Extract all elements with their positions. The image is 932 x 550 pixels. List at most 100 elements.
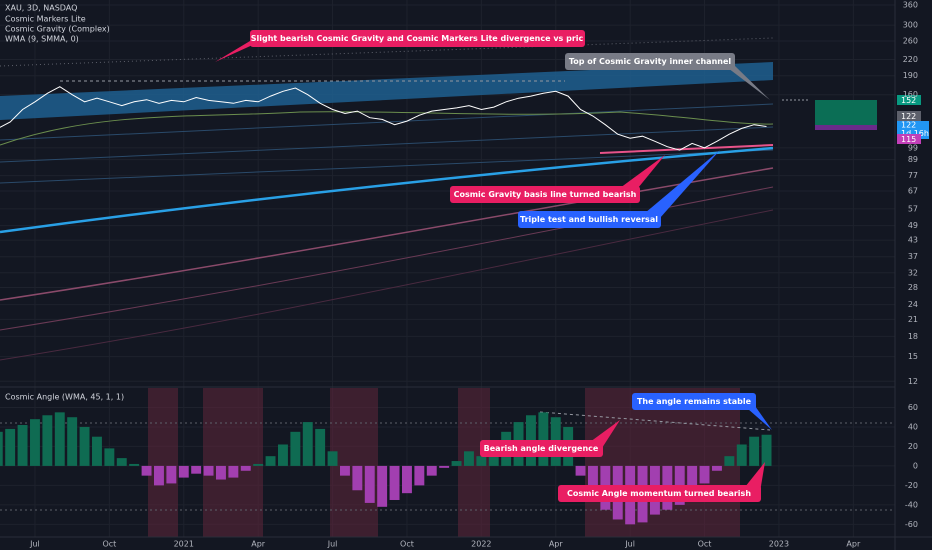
y-tick-label: 89	[908, 155, 918, 164]
angle-bar	[166, 465, 177, 484]
y-tick-label: 37	[908, 252, 918, 261]
angle-bar	[724, 456, 735, 466]
y-tick-label: 49	[908, 221, 918, 230]
angle-bar	[451, 461, 462, 466]
x-tick-label: 2023	[769, 540, 789, 549]
x-tick-label: Jul	[29, 540, 40, 549]
y-tick-label: 360	[903, 0, 918, 9]
bearish-zone	[148, 388, 178, 537]
x-tick-label: Apr	[549, 540, 564, 549]
callout	[632, 393, 756, 410]
x-tick-label: Apr	[251, 540, 266, 549]
callout	[565, 53, 735, 70]
y-tick-label: 160	[903, 90, 918, 99]
angle-bar	[104, 448, 115, 466]
angle-bar	[290, 431, 301, 466]
y-tick-label: 220	[903, 55, 918, 64]
price-tag	[897, 95, 921, 105]
callout	[518, 211, 661, 228]
angle-bar	[439, 465, 450, 468]
callout-pointer	[645, 150, 720, 218]
callout	[450, 186, 640, 203]
indicator: Cosmic Markers Lite	[5, 15, 86, 24]
basis-bearish	[599, 144, 774, 154]
angle-bar	[30, 419, 40, 466]
y-tick-label: 0	[913, 461, 918, 470]
lower-band	[0, 209, 774, 361]
y-tick-label: -40	[905, 500, 918, 509]
angle-bar	[42, 415, 53, 466]
y-tick-label: 20	[908, 442, 918, 451]
angle-bar	[228, 465, 239, 478]
angle-bar	[79, 426, 90, 466]
angle-bar	[476, 456, 487, 466]
angle-bar	[54, 412, 65, 466]
y-tick-label: 32	[908, 268, 918, 277]
y-tick-label: 15	[908, 352, 918, 361]
outer-channel	[0, 37, 774, 67]
bearish-zone	[330, 388, 378, 537]
y-tick-label: 260	[903, 36, 918, 45]
y-tick-label: 57	[908, 204, 918, 213]
x-tick-label: Oct	[400, 540, 414, 549]
y-tick-label: 99	[908, 143, 918, 152]
projection-box	[815, 100, 877, 125]
callout-pointer	[745, 462, 765, 492]
angle-bar	[216, 465, 226, 480]
angle-bar	[0, 431, 3, 466]
angle-bar	[575, 465, 586, 476]
bearish-zone	[585, 388, 740, 537]
angle-bar	[463, 451, 474, 466]
angle-bar	[711, 465, 722, 471]
callout-text: Top of Cosmic Gravity inner channel	[569, 57, 732, 66]
y-tick-label: 67	[908, 187, 918, 196]
angle-bar	[67, 417, 78, 466]
lower-band	[0, 167, 774, 301]
y-tick-label: -20	[905, 481, 918, 490]
angle-bar	[253, 463, 264, 466]
x-tick-label: 2022	[471, 540, 491, 549]
y-tick-label: 190	[903, 71, 918, 80]
y-tick-label: 21	[908, 315, 918, 324]
angle-bar	[414, 465, 425, 486]
callout-text: Bearish angle divergence	[484, 444, 599, 453]
angle-bar	[203, 465, 214, 476]
angle-bar	[687, 465, 698, 494]
angle-bar	[265, 456, 276, 466]
indicator: Cosmic Gravity (Complex)	[5, 25, 110, 34]
angle-bar	[129, 463, 140, 466]
price-tag	[897, 134, 921, 144]
callout-text: Slight bearish Cosmic Gravity and Cosmic…	[251, 34, 584, 43]
x-tick-label: Jul	[327, 540, 338, 549]
price-pane	[0, 86, 767, 151]
price-tag	[897, 111, 921, 121]
y-tick-label: 18	[908, 332, 918, 341]
channel-line	[0, 103, 774, 141]
angle-bar	[191, 465, 202, 474]
angle-bar	[17, 425, 28, 466]
angle-bar	[92, 436, 102, 466]
y-tick-label: 28	[908, 283, 918, 292]
callout	[558, 485, 761, 502]
angle-bar	[538, 412, 549, 466]
angle-bar	[315, 428, 326, 466]
angle-bar	[377, 465, 388, 507]
callout-text: Cosmic Angle momentum turned bearish	[567, 489, 751, 498]
y-tick-label: 300	[903, 21, 918, 30]
angle-bar	[116, 458, 127, 466]
price-tag-label: 122	[901, 121, 916, 130]
y-tick-label: 60	[908, 403, 918, 412]
x-tick-label: 2021	[174, 540, 194, 549]
angle-bar	[178, 465, 189, 478]
callout-pointer	[720, 62, 770, 100]
callout	[250, 30, 585, 47]
angle-bar	[761, 434, 772, 466]
angle-bar	[240, 465, 251, 471]
callout-text: Triple test and bullish reversal	[520, 215, 658, 224]
angle-bar	[352, 465, 363, 491]
angle-bar	[426, 465, 437, 476]
y-tick-label: -60	[905, 520, 918, 529]
angle-bar	[327, 451, 338, 466]
x-tick-label: Oct	[698, 540, 712, 549]
y-tick-label: 77	[908, 171, 918, 180]
